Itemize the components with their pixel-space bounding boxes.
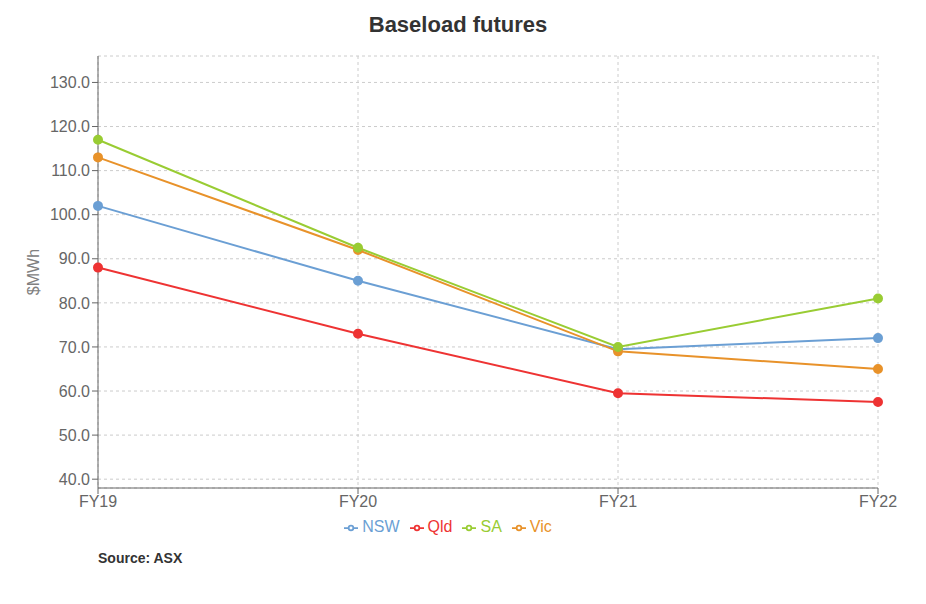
html-text:SA: SA xyxy=(480,518,502,535)
svg-text:100.0: 100.0 xyxy=(50,206,90,223)
html-text:Qld: Qld xyxy=(427,518,453,535)
html-text:NSW: NSW xyxy=(362,518,400,535)
svg-text:50.0: 50.0 xyxy=(59,427,90,444)
html-text:Vic: Vic xyxy=(529,518,552,535)
svg-text:80.0: 80.0 xyxy=(59,295,90,312)
svg-text:FY19: FY19 xyxy=(79,493,117,510)
html-text:Source: ASX: Source: ASX xyxy=(98,550,183,566)
svg-text:FY22: FY22 xyxy=(859,493,897,510)
svg-text:130.0: 130.0 xyxy=(50,74,90,91)
svg-text:60.0: 60.0 xyxy=(59,383,90,400)
svg-text:90.0: 90.0 xyxy=(59,250,90,267)
svg-text:40.0: 40.0 xyxy=(59,471,90,488)
svg-text:120.0: 120.0 xyxy=(50,118,90,135)
svg-text:FY21: FY21 xyxy=(599,493,637,510)
html-text:Baseload futures: Baseload futures xyxy=(368,12,548,37)
svg-text:$MWh: $MWh xyxy=(25,249,42,295)
svg-text:110.0: 110.0 xyxy=(51,162,90,179)
svg-text:FY20: FY20 xyxy=(339,493,377,510)
svg-text:70.0: 70.0 xyxy=(59,339,90,356)
